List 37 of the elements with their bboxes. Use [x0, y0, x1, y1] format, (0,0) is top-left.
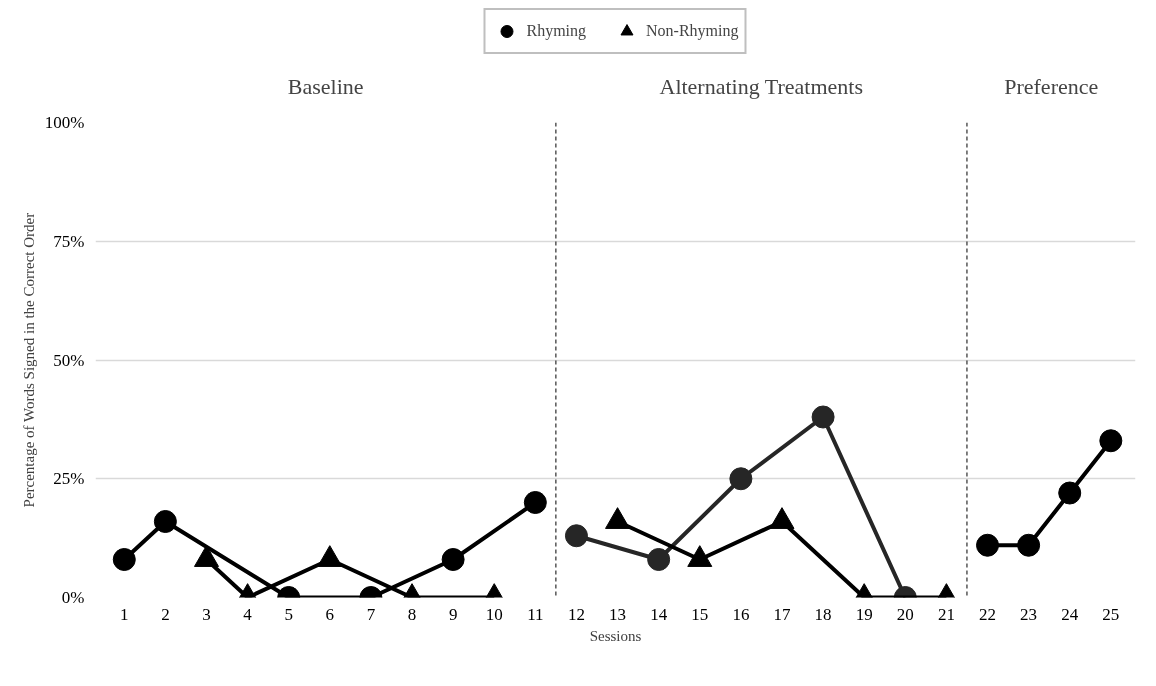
- x-tick-label: 22: [979, 604, 997, 624]
- x-tick-label: 14: [650, 604, 668, 624]
- x-tick-label: 7: [366, 604, 376, 624]
- y-tick-label: 75%: [53, 231, 85, 251]
- x-tick-label: 10: [485, 604, 503, 624]
- x-tick-label: 4: [243, 604, 253, 624]
- x-tick-label: 2: [161, 604, 170, 624]
- y-tick-label: 50%: [53, 350, 85, 370]
- x-tick-label: 21: [937, 604, 955, 624]
- text: Baseline: [287, 74, 364, 100]
- text: Preference: [1004, 74, 1099, 100]
- x-tick-label: 8: [407, 604, 417, 624]
- x-tick-label: 6: [325, 604, 335, 624]
- x-tick-label: 1: [120, 604, 129, 624]
- y-tick-label: 100%: [44, 113, 85, 132]
- y-tick-label: 0%: [61, 588, 85, 607]
- x-tick-label: 17: [773, 604, 791, 624]
- y-axis-title: Percentage of Words Signed in the Correct Order: [20, 212, 37, 508]
- x-tick-label: 24: [1061, 604, 1079, 624]
- x-tick-label: 19: [855, 604, 873, 624]
- legend-label: Non-Rhyming: [646, 22, 739, 40]
- x-tick-label: 25: [1102, 604, 1120, 624]
- x-tick-label: 12: [567, 604, 585, 624]
- x-tick-label: 13: [609, 604, 627, 624]
- x-tick-label: 5: [284, 604, 293, 624]
- x-tick-label: 18: [814, 604, 832, 624]
- x-tick-label: 9: [448, 604, 458, 624]
- text: Alternating Treatments: [659, 74, 863, 100]
- x-axis-title: Sessions: [589, 627, 642, 644]
- x-tick-label: 23: [1020, 604, 1038, 624]
- legend-label: Rhyming: [526, 22, 587, 40]
- x-tick-label: 15: [691, 604, 709, 624]
- x-tick-label: 11: [527, 604, 544, 624]
- x-tick-label: 3: [202, 604, 211, 624]
- x-tick-label: 16: [732, 604, 750, 624]
- x-tick-label: 20: [896, 604, 914, 624]
- y-tick-label: 25%: [53, 469, 85, 489]
